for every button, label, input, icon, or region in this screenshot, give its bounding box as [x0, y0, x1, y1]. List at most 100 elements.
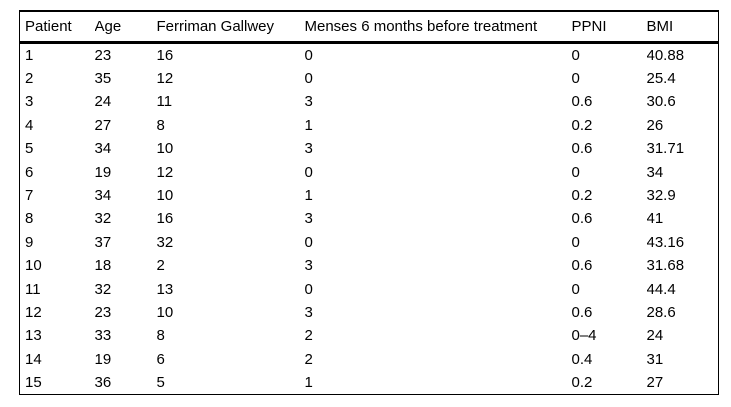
table-cell: 0	[571, 280, 580, 298]
table-cell: 33	[94, 327, 112, 345]
table-cell: 3	[25, 93, 34, 111]
column-header-age: Age	[94, 11, 157, 44]
table-row: 10 18 2 3 0.6 31.68	[20, 254, 719, 277]
table-cell: 31.71	[646, 140, 685, 158]
table-cell: 1	[304, 116, 313, 134]
table-cell: 43.16	[646, 233, 685, 251]
table-body: 1 23 16 0 0 40.88 2 35 12 0 0 25.4 3 24 11 3 0.6 30.6 4 27 8…	[20, 42, 719, 395]
table-cell: 31.68	[646, 257, 685, 275]
table-cell: 8	[156, 116, 165, 134]
table-cell: 31	[646, 350, 664, 368]
table-cell: 0.6	[571, 303, 593, 321]
table-cell: 44.4	[646, 280, 676, 298]
table-cell: 0.6	[571, 210, 593, 228]
table-cell: 6	[25, 163, 34, 181]
table-cell: 12	[156, 70, 174, 88]
table-row: 6 19 12 0 0 34	[20, 160, 719, 183]
table-cell: 34	[94, 140, 112, 158]
column-header-ferriman-gallwey: Ferriman Gallwey	[156, 11, 305, 44]
table-cell: 0	[571, 163, 580, 181]
table-cell: 32	[94, 210, 112, 228]
table-row: 1 23 16 0 0 40.88	[20, 42, 719, 67]
table-cell: 37	[94, 233, 112, 251]
table-cell: 0–4	[571, 327, 597, 345]
table-cell: 11	[156, 93, 173, 111]
table-cell: 0.2	[571, 187, 593, 205]
column-header-menses: Menses 6 months before treatment	[304, 11, 572, 44]
column-header-patient: Patient	[19, 11, 95, 44]
table-cell: 23	[94, 303, 112, 321]
table-row: 2 35 12 0 0 25.4	[20, 67, 719, 90]
table-cell: 19	[94, 350, 112, 368]
patient-data-table: Patient Age Ferriman Gallwey Menses 6 mo…	[19, 10, 719, 396]
table-row: 8 32 16 3 0.6 41	[20, 207, 719, 230]
table-cell: 0	[304, 280, 313, 298]
table-cell: 23	[94, 46, 112, 64]
table-cell: 2	[156, 257, 165, 275]
table-row: 4 27 8 1 0.2 26	[20, 114, 719, 137]
table-cell: 0	[304, 70, 313, 88]
table-cell: 9	[25, 233, 34, 251]
table-cell: 0	[304, 46, 313, 64]
table-cell: 0.6	[571, 257, 593, 275]
table-cell: 1	[25, 46, 34, 64]
column-header-ppni: PPNI	[571, 11, 647, 44]
table-cell: 32	[94, 280, 112, 298]
table-cell: 11	[25, 280, 41, 298]
table-cell: 16	[156, 210, 174, 228]
table-cell: 3	[304, 140, 313, 158]
table-cell: 34	[646, 163, 664, 181]
table-cell: 35	[94, 70, 112, 88]
table-cell: 2	[304, 327, 313, 345]
table-cell: 5	[25, 140, 34, 158]
table-cell: 32.9	[646, 187, 676, 205]
table-cell: 28.6	[646, 303, 676, 321]
table-cell: 1	[304, 187, 313, 205]
table-cell: 0.4	[571, 350, 593, 368]
table-cell: 7	[25, 187, 34, 205]
table-cell: 3	[304, 210, 313, 228]
table-cell: 0	[571, 233, 580, 251]
table-cell: 2	[25, 70, 34, 88]
table-cell: 2	[304, 350, 313, 368]
table-cell: 27	[646, 374, 664, 392]
table-row: 3 24 11 3 0.6 30.6	[20, 90, 719, 113]
table-cell: 34	[94, 187, 112, 205]
table-cell: 41	[646, 210, 664, 228]
table-row: 11 32 13 0 0 44.4	[20, 277, 719, 300]
table-cell: 1	[304, 374, 313, 392]
table-cell: 10	[156, 303, 174, 321]
table-cell: 24	[94, 93, 112, 111]
table-cell: 36	[94, 374, 112, 392]
table-row: 15 36 5 1 0.2 27	[20, 371, 719, 395]
patient-data-table-container: Patient Age Ferriman Gallwey Menses 6 mo…	[19, 10, 719, 396]
table-cell: 0	[571, 70, 580, 88]
table-cell: 18	[94, 257, 112, 275]
table-cell: 12	[25, 303, 42, 321]
table-cell: 10	[156, 187, 174, 205]
table-row: 7 34 10 1 0.2 32.9	[20, 184, 719, 207]
table-cell: 0.6	[571, 93, 593, 111]
table-row: 9 37 32 0 0 43.16	[20, 231, 719, 254]
table-cell: 0	[304, 163, 313, 181]
table-cell: 8	[156, 327, 165, 345]
table-cell: 10	[156, 140, 174, 158]
table-cell: 4	[25, 116, 34, 134]
table-cell: 3	[304, 257, 313, 275]
table-cell: 0.2	[571, 116, 593, 134]
table-cell: 0	[304, 233, 313, 251]
table-cell: 0	[571, 46, 580, 64]
table-cell: 16	[156, 46, 174, 64]
table-cell: 27	[94, 116, 112, 134]
table-cell: 40.88	[646, 46, 685, 64]
table-cell: 32	[156, 233, 174, 251]
table-row: 13 33 8 2 0–4 24	[20, 324, 719, 347]
table-cell: 15	[25, 374, 42, 392]
table-cell: 8	[25, 210, 34, 228]
table-cell: 3	[304, 93, 313, 111]
table-row: 5 34 10 3 0.6 31.71	[20, 137, 719, 160]
table-cell: 13	[25, 327, 42, 345]
table-cell: 30.6	[646, 93, 676, 111]
header-row: Patient Age Ferriman Gallwey Menses 6 mo…	[19, 11, 719, 44]
table-cell: 26	[646, 116, 664, 134]
